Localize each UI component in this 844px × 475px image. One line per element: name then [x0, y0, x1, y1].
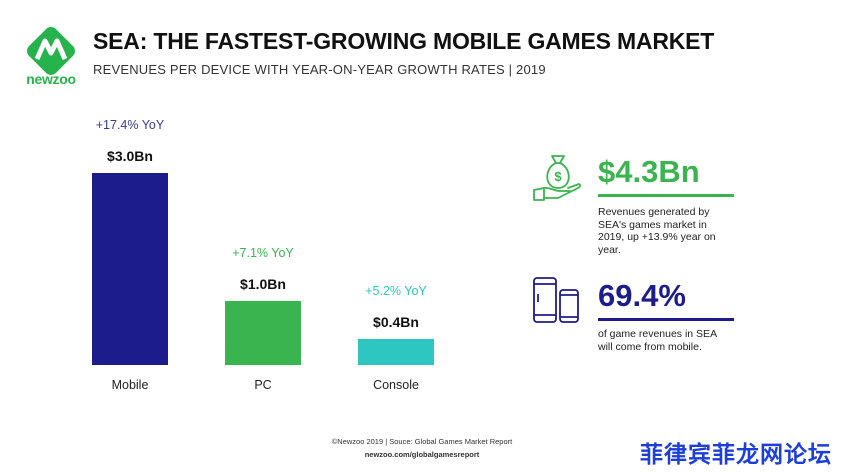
mobile-share-rule: [598, 318, 734, 321]
brand-name: newzoo: [26, 71, 76, 87]
value-label-console: $0.4Bn: [373, 314, 419, 330]
category-label-console: Console: [373, 378, 419, 392]
footer-url[interactable]: newzoo.com/globalgamesreport: [364, 450, 480, 459]
growth-label-console: +5.2% YoY: [365, 284, 427, 298]
total-revenue-description: Revenues generated by SEA's games market…: [598, 206, 716, 256]
page-subtitle: REVENUES PER DEVICE WITH YEAR-ON-YEAR GR…: [93, 62, 546, 77]
bar-mobile: [92, 173, 168, 365]
category-label-pc: PC: [254, 378, 272, 392]
revenue-bar-chart: $3.0Bn +17.4% YoY Mobile $1.0Bn +7.1% YoY PC $…: [60, 110, 480, 400]
money-bag-hand-icon: $: [533, 155, 581, 201]
watermark-text: 菲律宾菲龙网论坛: [640, 441, 832, 467]
mobile-share-value: 69.4%: [598, 278, 686, 313]
growth-label-pc: +7.1% YoY: [232, 246, 294, 260]
footer-source: ©Newzoo 2019 | Souce: Global Games Marke…: [331, 437, 513, 446]
mobile-share-stat: 69.4% of game revenues in SEA will come …: [530, 272, 750, 362]
svg-text:$: $: [554, 169, 562, 184]
total-revenue-value: $4.3Bn: [598, 154, 700, 189]
value-label-pc: $1.0Bn: [240, 276, 286, 292]
mobile-share-description: of game revenues in SEA will come from m…: [598, 328, 717, 353]
value-label-mobile: $3.0Bn: [107, 148, 153, 164]
bar-console: [358, 339, 434, 365]
page-title: SEA: THE FASTEST-GROWING MOBILE GAMES MA…: [93, 28, 715, 54]
growth-label-mobile: +17.4% YoY: [95, 118, 165, 132]
category-label-mobile: Mobile: [111, 378, 149, 392]
bar-pc: [225, 301, 301, 365]
mobile-devices-icon: [533, 277, 579, 323]
newzoo-logo-icon: [27, 27, 75, 75]
total-revenue-stat: $ $4.3Bn Revenues generated by SEA's gam…: [530, 150, 750, 260]
total-revenue-rule: [598, 194, 734, 197]
